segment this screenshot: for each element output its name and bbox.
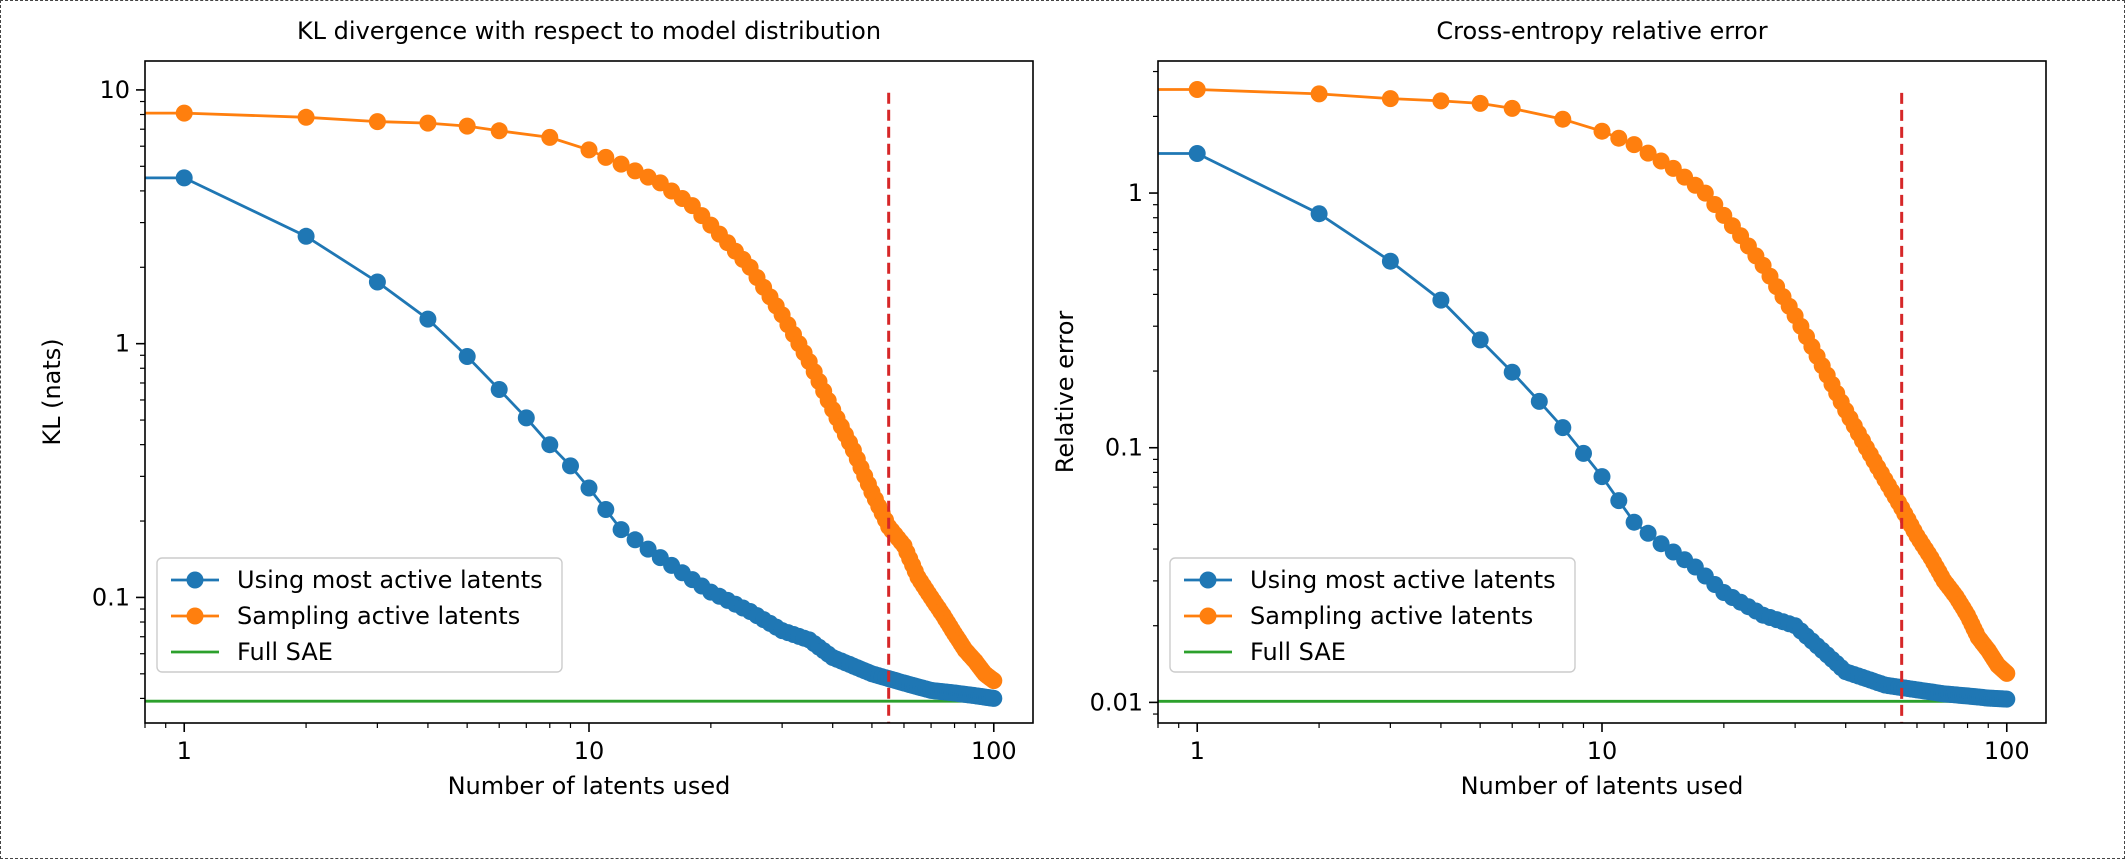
x-tick-label: 1 bbox=[1190, 737, 1205, 765]
y-tick-label: 1 bbox=[115, 330, 130, 358]
y-axis-label: KL (nats) bbox=[38, 338, 66, 445]
data-point bbox=[368, 273, 386, 291]
plot-area bbox=[1158, 81, 2016, 723]
data-point bbox=[1625, 513, 1643, 531]
data-point bbox=[1652, 152, 1670, 170]
legend-label: Full SAE bbox=[1250, 638, 1346, 666]
data-point bbox=[580, 141, 598, 159]
data-point bbox=[1610, 492, 1628, 510]
data-point bbox=[368, 113, 386, 131]
data-point bbox=[1652, 535, 1670, 553]
x-tick-label: 10 bbox=[1587, 737, 1618, 765]
data-point bbox=[175, 104, 193, 122]
legend-box bbox=[1169, 557, 1576, 673]
legend-label: Full SAE bbox=[237, 638, 333, 666]
legend-marker bbox=[1199, 571, 1217, 589]
data-point bbox=[1575, 444, 1592, 462]
data-point bbox=[175, 169, 193, 187]
data-point bbox=[419, 114, 437, 132]
legend-box bbox=[156, 557, 563, 673]
minor-ticks bbox=[1153, 70, 1989, 728]
data-point bbox=[1310, 85, 1328, 103]
data-point bbox=[1503, 363, 1521, 381]
data-point bbox=[1593, 122, 1611, 140]
y-tick-label: 1 bbox=[1128, 179, 1143, 207]
data-point bbox=[1639, 524, 1657, 542]
data-point bbox=[1381, 90, 1399, 108]
x-tick-label: 10 bbox=[574, 737, 605, 765]
data-point bbox=[490, 122, 508, 140]
data-point bbox=[1554, 110, 1572, 128]
data-point bbox=[1554, 419, 1572, 437]
data-point bbox=[1471, 331, 1489, 349]
y-tick-label: 10 bbox=[99, 76, 130, 104]
data-point bbox=[597, 501, 615, 518]
legend: Using most active latents Sampling active… bbox=[156, 557, 563, 673]
data-point bbox=[985, 689, 1003, 707]
data-point bbox=[1310, 205, 1328, 223]
data-point bbox=[517, 409, 535, 427]
legend-marker bbox=[186, 607, 204, 625]
legend-label: Using most active latents bbox=[237, 566, 543, 594]
data-point bbox=[626, 531, 644, 549]
data-point bbox=[1432, 291, 1450, 309]
y-tick-label: 0.1 bbox=[92, 583, 130, 611]
x-tick-label: 100 bbox=[971, 737, 1017, 765]
x-axis-label: Number of latents used bbox=[448, 772, 731, 800]
data-point bbox=[562, 457, 579, 475]
x-tick-label: 1 bbox=[177, 737, 192, 765]
axes-frame bbox=[1157, 60, 2047, 724]
data-point bbox=[626, 162, 644, 180]
data-point bbox=[1998, 690, 2016, 708]
chart-title: KL divergence with respect to model dist… bbox=[297, 17, 881, 45]
data-point bbox=[1625, 136, 1643, 154]
data-point bbox=[1610, 129, 1628, 147]
data-point bbox=[419, 310, 437, 328]
x-axis-label: Number of latents used bbox=[1461, 772, 1744, 800]
data-point bbox=[1188, 81, 1206, 98]
legend-label: Sampling active latents bbox=[1250, 602, 1533, 630]
legend: Using most active latents Sampling active… bbox=[1169, 557, 1576, 673]
legend-marker bbox=[1199, 607, 1217, 625]
y-axis-label: Relative error bbox=[1051, 311, 1079, 474]
data-point bbox=[297, 227, 315, 245]
data-point bbox=[1530, 392, 1548, 410]
data-point bbox=[597, 148, 615, 166]
data-point bbox=[1381, 252, 1399, 270]
data-point bbox=[541, 436, 559, 454]
minor-ticks bbox=[140, 100, 976, 728]
data-point bbox=[1471, 94, 1489, 112]
legend-label: Using most active latents bbox=[1250, 566, 1556, 594]
data-point bbox=[580, 479, 598, 497]
data-point bbox=[612, 521, 630, 539]
x-tick-label: 100 bbox=[1984, 737, 2030, 765]
data-point bbox=[1998, 664, 2016, 682]
chart-panel-2: Cross-entropy relative error Number of la… bbox=[1051, 17, 2047, 800]
y-tick-label: 0.1 bbox=[1105, 434, 1143, 462]
data-point bbox=[541, 128, 559, 146]
plot-area bbox=[145, 92, 1003, 723]
axes-frame bbox=[144, 60, 1034, 724]
data-point bbox=[1593, 468, 1611, 486]
data-point bbox=[297, 108, 315, 126]
data-point bbox=[490, 381, 508, 398]
data-point bbox=[1639, 144, 1657, 162]
legend-label: Sampling active latents bbox=[237, 602, 520, 630]
data-point bbox=[1188, 145, 1206, 162]
y-tick-label: 0.01 bbox=[1090, 688, 1143, 716]
data-point bbox=[612, 155, 630, 173]
data-point bbox=[639, 540, 657, 558]
data-point bbox=[458, 348, 476, 365]
chart-panel-1: KL divergence with respect to model dist… bbox=[38, 17, 1034, 800]
data-point bbox=[985, 672, 1003, 690]
data-point bbox=[1696, 184, 1714, 202]
data-point bbox=[1432, 92, 1450, 110]
data-point bbox=[1503, 99, 1521, 117]
chart-title: Cross-entropy relative error bbox=[1436, 17, 1767, 45]
legend-marker bbox=[186, 571, 204, 589]
data-point bbox=[458, 117, 476, 135]
